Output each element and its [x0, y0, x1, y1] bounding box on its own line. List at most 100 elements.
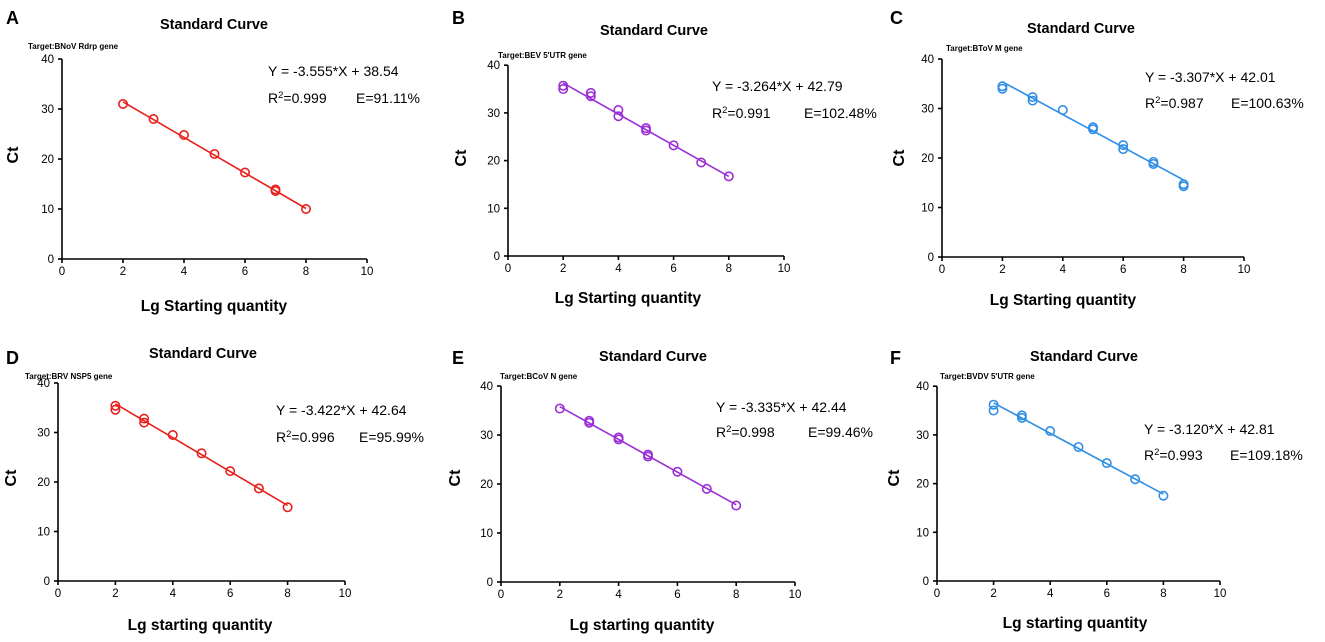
data-point [282, 502, 293, 513]
x-tick-label: 0 [59, 266, 65, 278]
x-tick-label: 0 [498, 589, 504, 601]
amplification-efficiency: E=91.11% [356, 90, 420, 106]
panel-c: C Standard Curve Target:BToV M gene 0 2 4 6 8 10… [890, 8, 1304, 309]
x-axis-label: Lg Starting quantity [990, 292, 1137, 309]
y-tick-label: 0 [928, 252, 934, 264]
amplification-efficiency: E=95.99% [359, 429, 424, 445]
y-tick-label: 10 [921, 203, 934, 215]
data-point [1045, 426, 1056, 437]
data-point [701, 483, 712, 494]
data-point [196, 448, 207, 459]
data-point [139, 417, 150, 428]
amplification-efficiency: E=99.46% [808, 424, 873, 440]
data-point [1073, 442, 1084, 453]
x-tick-label: 6 [670, 263, 676, 275]
panel-f: F Standard Curve Target:BVDV 5'UTR gene 0 2 4… [886, 348, 1303, 632]
data-point [1118, 140, 1129, 151]
regression-equation: Y = -3.555*X + 38.54 [268, 63, 399, 79]
x-tick-label: 0 [934, 588, 940, 600]
regression-equation: Y = -3.264*X + 42.79 [712, 78, 843, 94]
data-point [1027, 92, 1038, 103]
target-gene-label: Target:BRV NSP5 gene [25, 372, 113, 381]
data-point [642, 451, 653, 462]
r-squared-value: =0.999 [283, 90, 326, 106]
y-tick-label: 10 [41, 204, 54, 216]
x-tick-label: 6 [242, 266, 248, 278]
r-squared-value: =0.991 [727, 105, 770, 121]
regression-line [559, 406, 737, 506]
r-squared-value: =0.998 [731, 424, 774, 440]
x-tick-label: 0 [939, 264, 945, 276]
data-point [696, 157, 707, 168]
data-point [1057, 104, 1068, 115]
x-axis-label: Lg Starting quantity [141, 298, 288, 315]
panel-e: E Standard Curve Target:BCoV N gene 0 2 4 6 8 10… [447, 348, 873, 634]
r-squared-symbol: R [1145, 95, 1155, 111]
data-point [1158, 490, 1169, 501]
y-tick-label: 40 [487, 60, 500, 72]
data-point [253, 483, 264, 494]
x-axis-label: Lg Starting quantity [555, 290, 702, 307]
panel-d: D Standard Curve Target:BRV NSP5 gene 0 2 4 6 8… [3, 346, 424, 634]
x-tick-label: 6 [227, 588, 233, 600]
data-point [613, 105, 624, 116]
data-point [270, 184, 281, 195]
r-squared-value: =0.996 [291, 429, 334, 445]
x-tick-label: 2 [999, 264, 1005, 276]
data-point [988, 399, 999, 410]
r-squared-value: =0.987 [1160, 95, 1203, 111]
x-tick-label: 2 [557, 589, 563, 601]
y-tick-label: 40 [41, 54, 54, 66]
y-tick-label: 30 [921, 104, 934, 116]
x-tick-label: 4 [615, 263, 622, 275]
panel-letter: F [890, 348, 901, 368]
y-axis-label: Ct [453, 149, 470, 167]
x-axis-label: Lg starting quantity [570, 617, 715, 634]
x-axis-label: Lg starting quantity [1003, 615, 1148, 632]
r-squared: R2=0.998 [716, 424, 775, 440]
chart-title: Standard Curve [1027, 21, 1135, 37]
r-squared-value: =0.993 [1159, 447, 1202, 463]
r-squared: R2=0.993 [1144, 447, 1203, 463]
x-tick-label: 4 [615, 589, 622, 601]
y-tick-label: 30 [480, 430, 493, 442]
r-squared: R2=0.987 [1145, 95, 1204, 111]
x-tick-label: 4 [1047, 588, 1054, 600]
y-tick-label: 20 [41, 154, 54, 166]
x-tick-label: 8 [733, 589, 739, 601]
panel-a: A Standard Curve Target:BNoV Rdrp gene 0 2 4 6… [5, 8, 420, 315]
y-tick-label: 20 [37, 477, 50, 489]
panel-b: B Standard Curve Target:BEV 5'UTR gene 0 2 4 6… [452, 8, 877, 307]
r-squared-symbol: R [268, 90, 278, 106]
data-point [148, 114, 159, 125]
data-point [1178, 181, 1189, 192]
y-tick-label: 10 [37, 527, 50, 539]
x-tick-label: 2 [112, 588, 118, 600]
chart-title: Standard Curve [149, 346, 257, 362]
data-point [110, 400, 121, 411]
regression-line [993, 402, 1164, 495]
x-tick-label: 0 [505, 263, 511, 275]
chart-title: Standard Curve [160, 17, 268, 33]
data-point [585, 87, 596, 98]
y-tick-label: 30 [37, 428, 50, 440]
y-tick-label: 10 [916, 527, 929, 539]
y-axis-label: Ct [891, 149, 908, 167]
data-point [1130, 474, 1141, 485]
regression-equation: Y = -3.422*X + 42.64 [276, 402, 407, 418]
target-gene-label: Target:BCoV N gene [500, 372, 578, 381]
x-tick-label: 8 [1180, 264, 1186, 276]
panel-letter: C [890, 8, 903, 28]
data-point [731, 500, 742, 511]
amplification-efficiency: E=100.63% [1231, 95, 1304, 111]
data-point [672, 466, 683, 477]
r-squared-symbol: R [276, 429, 286, 445]
data-point [118, 99, 129, 110]
x-tick-label: 6 [1120, 264, 1126, 276]
target-gene-label: Target:BVDV 5'UTR gene [940, 372, 1035, 381]
chart-title: Standard Curve [599, 349, 707, 365]
r-squared: R2=0.996 [276, 429, 335, 445]
data-point [1016, 412, 1027, 423]
data-point [558, 80, 569, 91]
y-tick-label: 20 [487, 156, 500, 168]
